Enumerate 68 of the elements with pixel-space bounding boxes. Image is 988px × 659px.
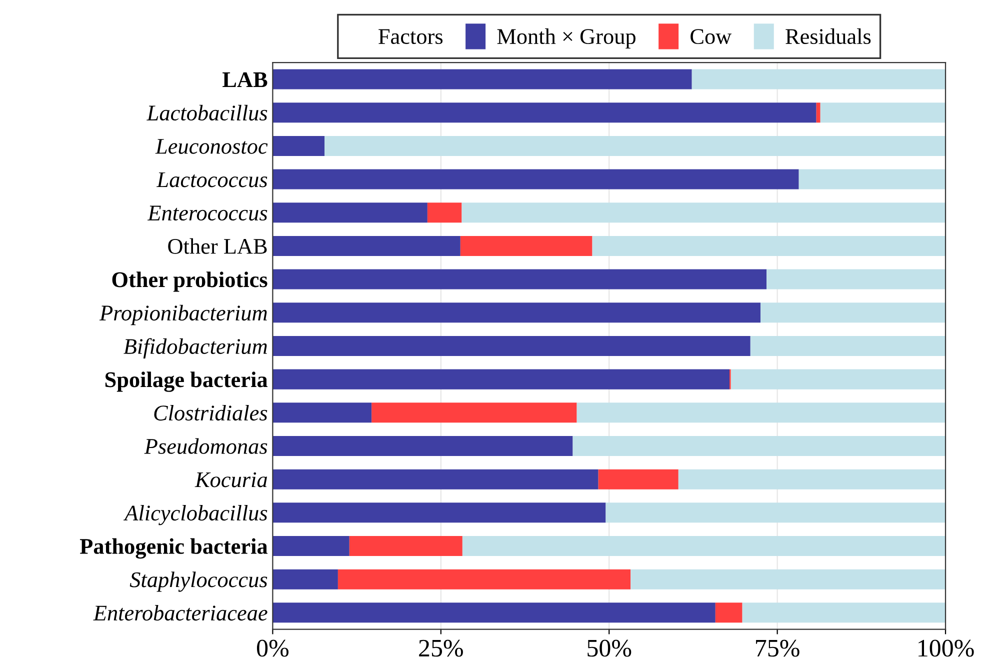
x-tick-label: 0%	[256, 640, 288, 657]
bar	[598, 469, 678, 490]
bar	[766, 269, 946, 290]
y-tick-label: Bifidobacterium	[124, 338, 267, 359]
y-tick-label: Propionibacterium	[99, 304, 267, 326]
y-tick-label: Kocuria	[194, 472, 267, 488]
bar	[272, 302, 760, 323]
bar	[272, 436, 573, 456]
bar	[460, 236, 592, 256]
bar	[349, 536, 462, 556]
y-tick-label: Staphylococcus	[130, 572, 268, 592]
bar	[272, 502, 606, 523]
y-tick-label: Spoilage bacteria	[105, 372, 268, 392]
bar	[630, 569, 946, 590]
bar	[427, 202, 462, 223]
y-tick-label: Enterobacteriaceae	[93, 604, 268, 621]
x-tick-label: 75%	[756, 640, 800, 657]
y-tick-label: Other probiotics	[112, 272, 268, 292]
bar	[715, 602, 742, 623]
y-tick-label: Pseudomonas	[144, 438, 268, 454]
bar	[462, 202, 946, 223]
bar	[742, 602, 946, 623]
y-tick-label: Enterococcus	[147, 206, 268, 221]
y-tick-label: Leuconostoc	[155, 139, 268, 154]
bar	[272, 236, 460, 256]
bar	[576, 402, 946, 423]
bar	[820, 102, 946, 123]
bar	[730, 369, 946, 390]
bar	[816, 102, 820, 123]
y-tick-label: LAB	[222, 72, 268, 88]
bar	[372, 402, 577, 423]
legend-label: Month × Group	[497, 28, 636, 49]
y-tick-label: Pathogenic bacteria	[80, 538, 268, 559]
bar	[272, 269, 767, 290]
bar	[272, 336, 750, 356]
y-tick-label: Clostridiales	[154, 404, 268, 421]
bar	[692, 69, 946, 90]
bar	[678, 469, 946, 490]
bar	[272, 202, 428, 223]
bar	[272, 169, 799, 190]
bar	[272, 569, 338, 590]
legend-label: Cow	[690, 29, 732, 44]
bar	[606, 502, 946, 523]
bar	[324, 136, 946, 156]
y-tick-label: Lactococcus	[156, 172, 268, 188]
x-tick-label: 50%	[588, 640, 632, 657]
bar	[338, 569, 631, 590]
bar	[272, 136, 324, 156]
y-tick-label: Other LAB	[168, 238, 267, 254]
legend-label: Residuals	[786, 28, 871, 44]
bar	[572, 436, 946, 456]
bar	[760, 302, 946, 323]
bar	[592, 236, 946, 256]
bar	[272, 402, 372, 423]
y-tick-label: Lactobacillus	[146, 104, 268, 121]
bar	[798, 169, 946, 190]
bar	[272, 369, 730, 390]
bar	[750, 336, 946, 356]
y-tick-label: Alicyclobacillus	[123, 504, 268, 526]
bar	[272, 536, 350, 556]
legend-title: Factors	[378, 29, 443, 44]
x-tick-label: 25%	[419, 640, 463, 657]
bar	[462, 536, 946, 556]
bar	[272, 69, 692, 90]
bar	[272, 469, 598, 490]
bar	[272, 602, 716, 623]
bar	[272, 102, 816, 123]
x-tick-label: 100%	[918, 640, 974, 657]
